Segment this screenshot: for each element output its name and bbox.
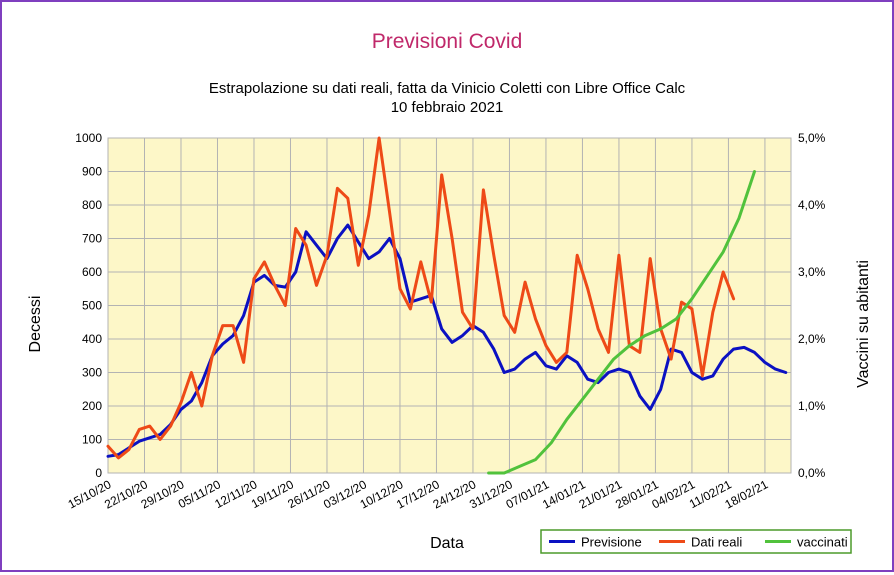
y-axis-label: Decessi <box>27 296 44 353</box>
y-tick-label: 900 <box>82 165 102 179</box>
chart-subtitle-line1: Estrapolazione su dati reali, fatta da V… <box>209 80 686 97</box>
series-lines <box>106 136 788 475</box>
y-tick-label: 800 <box>82 198 102 212</box>
y-tick-label: 200 <box>82 399 102 413</box>
y2-tick-label: 2,0% <box>798 332 826 346</box>
y-tick-label: 1000 <box>75 131 102 145</box>
plot-border <box>107 137 792 474</box>
x-axis-label: Data <box>430 535 464 552</box>
gridlines <box>107 137 792 474</box>
y-tick-label: 500 <box>82 299 102 313</box>
chart-title: Previsioni Covid <box>372 30 523 53</box>
y2-tick-label: 3,0% <box>798 265 826 279</box>
y-tick-label: 400 <box>82 332 102 346</box>
y2-axis-ticks: 0,0% 1,0% 2,0% 3,0% 4,0% 5,0% <box>798 131 826 480</box>
y2-tick-label: 4,0% <box>798 198 826 212</box>
y2-tick-label: 5,0% <box>798 131 826 145</box>
legend-label: Dati reali <box>691 535 742 550</box>
y2-tick-label: 0,0% <box>798 466 826 480</box>
y2-axis-label: Vaccini su abitanti <box>855 260 872 388</box>
y-tick-label: 700 <box>82 232 102 246</box>
y-tick-label: 0 <box>95 466 102 480</box>
y-axis-ticks: 0 100 200 300 400 500 600 700 800 900 1000 <box>75 131 102 480</box>
y-tick-label: 100 <box>82 433 102 447</box>
y-tick-label: 300 <box>82 366 102 380</box>
series-line-3 <box>487 170 756 475</box>
legend-label: vaccinati <box>797 535 848 550</box>
x-axis-ticks: 15/10/2022/10/2029/10/2005/11/2012/11/20… <box>66 477 771 511</box>
chart-subtitle-line2: 10 febbraio 2021 <box>391 99 504 116</box>
legend-label: Previsione <box>581 535 642 550</box>
legend-box <box>540 529 852 554</box>
y-tick-label: 600 <box>82 265 102 279</box>
legend: Previsione Dati reali vaccinati <box>540 529 852 554</box>
y2-tick-label: 1,0% <box>798 399 826 413</box>
